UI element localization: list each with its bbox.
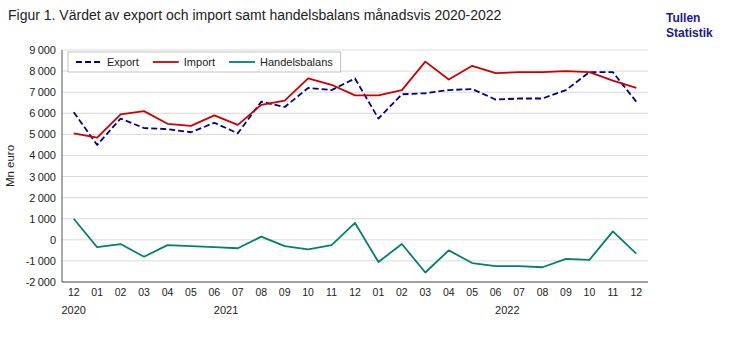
x-tick-label: 03	[419, 286, 431, 298]
x-tick-label: 12	[349, 286, 361, 298]
x-tick-label: 08	[537, 286, 549, 298]
x-tick-label: 05	[466, 286, 478, 298]
watermark: Statistik	[666, 26, 713, 40]
x-tick-label: 04	[162, 286, 174, 298]
y-tick-label: 4 000	[29, 149, 56, 161]
legend-swatch	[76, 61, 102, 63]
y-tick-label: 5 000	[29, 128, 56, 140]
x-tick-label: 10	[584, 286, 596, 298]
y-tick-label: -1 000	[26, 255, 56, 267]
x-tick-label: 02	[115, 286, 127, 298]
legend: Export Import Handelsbalans	[68, 52, 341, 72]
x-tick-label: 02	[396, 286, 408, 298]
grid-line	[62, 239, 648, 240]
legend-label: Import	[184, 56, 215, 68]
series-lines	[74, 62, 637, 273]
year-label: 2020	[61, 304, 85, 316]
x-tick-label: 11	[607, 286, 618, 298]
grid-line	[62, 282, 648, 283]
y-tick-label: 3 000	[29, 171, 56, 183]
x-tick-label: 12	[68, 286, 80, 298]
y-tick-label: 8 000	[29, 65, 56, 77]
legend-frame	[68, 52, 341, 72]
y-tick-label: 7 000	[29, 86, 56, 98]
grid-line	[62, 155, 648, 156]
x-tick-label: 07	[232, 286, 244, 298]
x-tick-label: 01	[91, 286, 103, 298]
legend-swatch	[153, 61, 179, 63]
x-tick-label: 05	[185, 286, 197, 298]
x-tick-label: 09	[279, 286, 291, 298]
x-axis	[62, 282, 648, 283]
line-export	[74, 72, 637, 145]
legend-swatch	[229, 61, 255, 63]
x-tick-label: 10	[302, 286, 314, 298]
y-tick-label: 9 000	[29, 44, 56, 56]
y-tick-label: 0	[50, 234, 56, 246]
grid-line	[62, 92, 648, 93]
x-tick-label: 01	[373, 286, 385, 298]
line-import	[74, 62, 637, 138]
x-tick-label: 09	[560, 286, 572, 298]
grid-line	[62, 197, 648, 198]
chart: Figur 1. Värdet av export och import sam…	[0, 0, 756, 340]
x-tick-label: 12	[630, 286, 642, 298]
legend-label: Handelsbalans	[260, 56, 333, 68]
x-tick-label: 04	[443, 286, 455, 298]
watermark: Tullen	[666, 11, 700, 25]
y-tick-label: -2 000	[26, 276, 56, 288]
title: Figur 1. Värdet av export och import sam…	[8, 7, 502, 23]
grid-line	[62, 218, 648, 219]
legend-label: Export	[107, 56, 139, 68]
y-axis-label: Mn euro	[4, 145, 16, 187]
year-label: 2022	[495, 304, 519, 316]
grid	[62, 50, 648, 282]
x-tick-label: 06	[209, 286, 221, 298]
y-tick-label: 6 000	[29, 107, 56, 119]
y-axis	[62, 50, 63, 282]
grid-line	[62, 176, 648, 177]
y-tick-label: 1 000	[29, 213, 56, 225]
x-tick-label: 03	[138, 286, 150, 298]
x-tick-label: 06	[490, 286, 502, 298]
grid-line	[62, 134, 648, 135]
y-tick-label: 2 000	[29, 192, 56, 204]
grid-line	[62, 50, 648, 51]
x-tick-label: 07	[513, 286, 525, 298]
year-label: 2021	[214, 304, 238, 316]
line-handelsbalans	[74, 219, 637, 273]
x-tick-label: 08	[255, 286, 267, 298]
x-tick-label: 11	[326, 286, 337, 298]
